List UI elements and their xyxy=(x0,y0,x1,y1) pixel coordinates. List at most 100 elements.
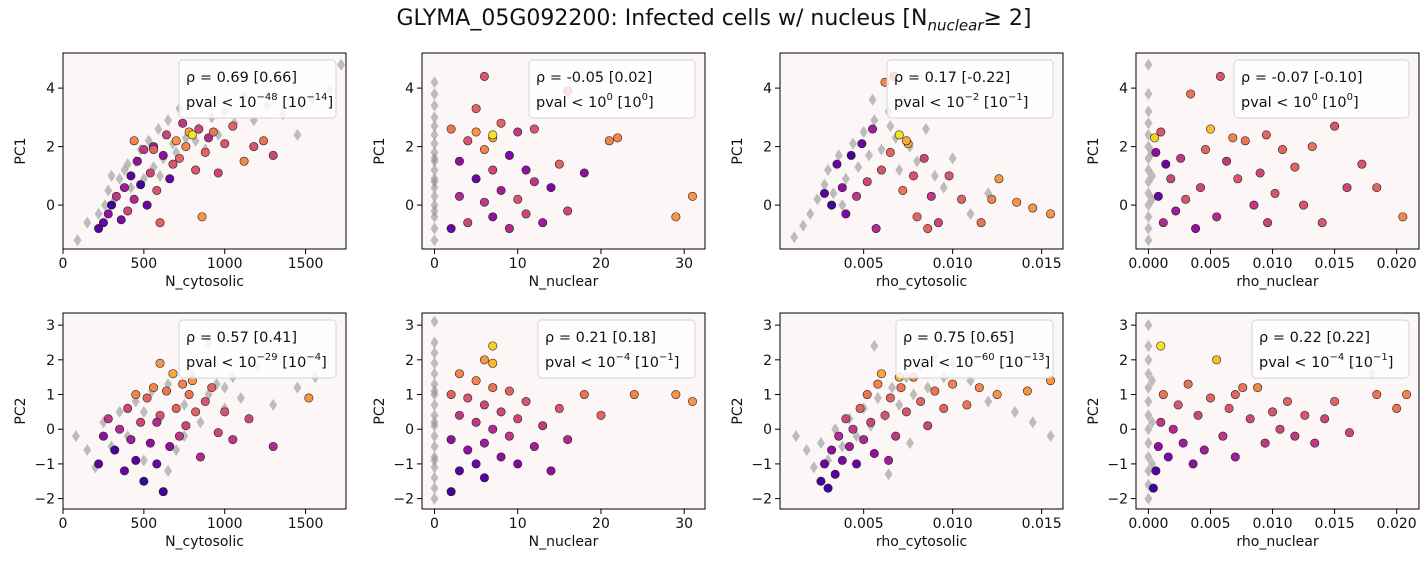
data-point xyxy=(898,185,908,195)
data-point xyxy=(1230,452,1240,462)
pval-bracket-open: [10 xyxy=(278,355,307,371)
background-point xyxy=(1148,374,1157,387)
y-tick-label: 3 xyxy=(46,318,55,334)
data-point xyxy=(992,390,1002,400)
x-tick-label: 1000 xyxy=(207,256,243,272)
data-point xyxy=(521,165,531,175)
pval-text: pval < 10−4 [10−1] xyxy=(545,352,679,371)
data-point xyxy=(213,168,223,178)
data-point xyxy=(304,393,314,403)
data-point xyxy=(1330,396,1340,406)
data-point xyxy=(1163,452,1173,462)
data-point xyxy=(848,424,858,434)
background-point xyxy=(873,391,882,404)
background-point xyxy=(269,398,278,411)
points-layer xyxy=(430,71,698,247)
data-point xyxy=(496,407,506,417)
pval-text: pval < 10−2 [10−1] xyxy=(894,92,1028,111)
plot-frame xyxy=(421,312,706,510)
x-tick-label: 20 xyxy=(592,516,610,532)
data-point xyxy=(1342,183,1352,193)
background-point xyxy=(1144,367,1153,380)
data-point xyxy=(171,403,181,413)
data-point xyxy=(207,383,217,393)
stats-annotation: ρ = 0.22 [0.22] pval < 10−4 [10−1] xyxy=(1251,319,1410,379)
stats-annotation: ρ = 0.57 [0.41] pval < 10−29 [10−4] xyxy=(178,319,337,379)
background-point xyxy=(107,169,116,182)
background-point xyxy=(73,234,82,247)
data-point xyxy=(846,150,856,160)
background-point xyxy=(854,161,863,174)
stats-box xyxy=(886,59,1054,119)
stats-box xyxy=(895,319,1054,379)
rho-text: ρ = 0.21 [0.18] xyxy=(545,330,656,346)
pval-base: pval < 10 xyxy=(186,355,257,371)
scatter-panel-8: 0.000 0.005 0.010 0.015 0.020 −2 −1 0 1 2 3 rho_nuc… xyxy=(1086,312,1420,550)
y-axis-label: PC2 xyxy=(372,397,388,424)
pval-bracket-close: ] xyxy=(321,355,327,371)
data-point xyxy=(1028,203,1038,213)
background-point xyxy=(430,346,439,359)
pval-exponent: −4 xyxy=(1330,352,1345,363)
data-point xyxy=(116,215,126,225)
data-point xyxy=(1212,212,1222,222)
background-point xyxy=(1148,416,1157,429)
data-point xyxy=(165,174,175,184)
data-point xyxy=(123,206,133,216)
background-point xyxy=(1144,353,1153,366)
data-point xyxy=(933,218,943,228)
data-point xyxy=(1260,438,1270,448)
background-point xyxy=(1144,117,1153,130)
data-point xyxy=(834,431,844,441)
background-point xyxy=(1144,464,1153,477)
data-point xyxy=(463,218,473,228)
data-point xyxy=(136,180,146,190)
rho-text: ρ = 0.69 [0.66] xyxy=(186,70,297,86)
data-point xyxy=(816,476,826,486)
background-point xyxy=(430,416,439,429)
background-point xyxy=(430,234,439,247)
data-point xyxy=(513,414,523,424)
data-point xyxy=(149,383,159,393)
data-point xyxy=(948,379,958,389)
background-point xyxy=(220,381,229,394)
pval-base: pval < 10 xyxy=(545,355,616,371)
x-tick-label: 1000 xyxy=(207,516,243,532)
data-point xyxy=(962,400,972,410)
pval-bracket-exponent: −13 xyxy=(1023,352,1044,363)
data-point xyxy=(161,386,171,396)
stats-annotation: ρ = 0.21 [0.18] pval < 10−4 [10−1] xyxy=(537,319,696,379)
data-point xyxy=(596,410,606,420)
data-point xyxy=(1317,218,1327,228)
data-point xyxy=(1268,407,1278,417)
data-point xyxy=(844,442,854,452)
data-point xyxy=(139,145,149,155)
y-tick-label: −1 xyxy=(393,457,414,473)
data-point xyxy=(126,435,136,445)
background-point xyxy=(1148,169,1157,182)
x-tick-label: 500 xyxy=(130,516,157,532)
data-point xyxy=(688,396,698,406)
pval-exponent: −60 xyxy=(974,352,995,363)
x-tick-label: 0.005 xyxy=(844,256,884,272)
data-point xyxy=(488,130,498,140)
data-point xyxy=(145,438,155,448)
background-point xyxy=(834,149,843,162)
data-point xyxy=(496,185,506,195)
data-point xyxy=(446,124,456,134)
background-point xyxy=(870,339,879,352)
data-point xyxy=(98,431,108,441)
x-tick-label: 0 xyxy=(59,516,68,532)
data-point xyxy=(912,212,922,222)
pval-bracket-exponent: 0 xyxy=(1347,92,1353,103)
background-point xyxy=(430,315,439,328)
background-point xyxy=(939,181,948,194)
background-point xyxy=(868,93,877,106)
data-point xyxy=(554,403,564,413)
data-point xyxy=(823,483,833,493)
data-point xyxy=(454,191,464,201)
pval-exponent: −48 xyxy=(257,92,278,103)
x-axis-label: rho_nuclear xyxy=(1236,534,1318,550)
data-point xyxy=(454,466,464,476)
background-point xyxy=(430,409,439,422)
